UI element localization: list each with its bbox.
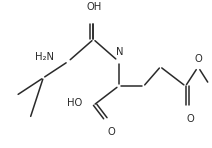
Text: O: O (194, 54, 202, 64)
Text: H₂N: H₂N (35, 52, 54, 62)
Text: N: N (116, 47, 123, 57)
Text: O: O (187, 114, 195, 124)
Text: HO: HO (67, 98, 82, 108)
Text: OH: OH (87, 2, 102, 12)
Text: O: O (107, 127, 115, 137)
